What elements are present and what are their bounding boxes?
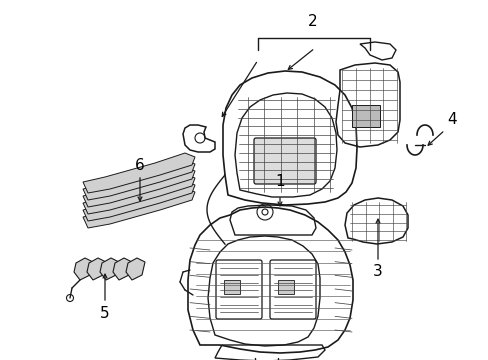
Polygon shape (83, 167, 195, 207)
Text: 4: 4 (446, 112, 456, 127)
Polygon shape (83, 153, 195, 193)
Text: 5: 5 (100, 306, 110, 320)
FancyBboxPatch shape (253, 138, 315, 184)
Polygon shape (83, 188, 195, 228)
Text: 3: 3 (372, 265, 382, 279)
Bar (351, 105, 379, 127)
Polygon shape (87, 258, 106, 280)
Polygon shape (74, 258, 93, 280)
Text: 2: 2 (307, 14, 317, 30)
Text: 6: 6 (135, 158, 144, 172)
Bar (278, 280, 293, 294)
Polygon shape (83, 160, 195, 200)
Polygon shape (113, 258, 132, 280)
Bar (224, 280, 240, 294)
Polygon shape (126, 258, 145, 280)
Polygon shape (83, 174, 195, 214)
Polygon shape (100, 258, 119, 280)
Text: 1: 1 (275, 175, 284, 189)
Polygon shape (83, 181, 195, 221)
